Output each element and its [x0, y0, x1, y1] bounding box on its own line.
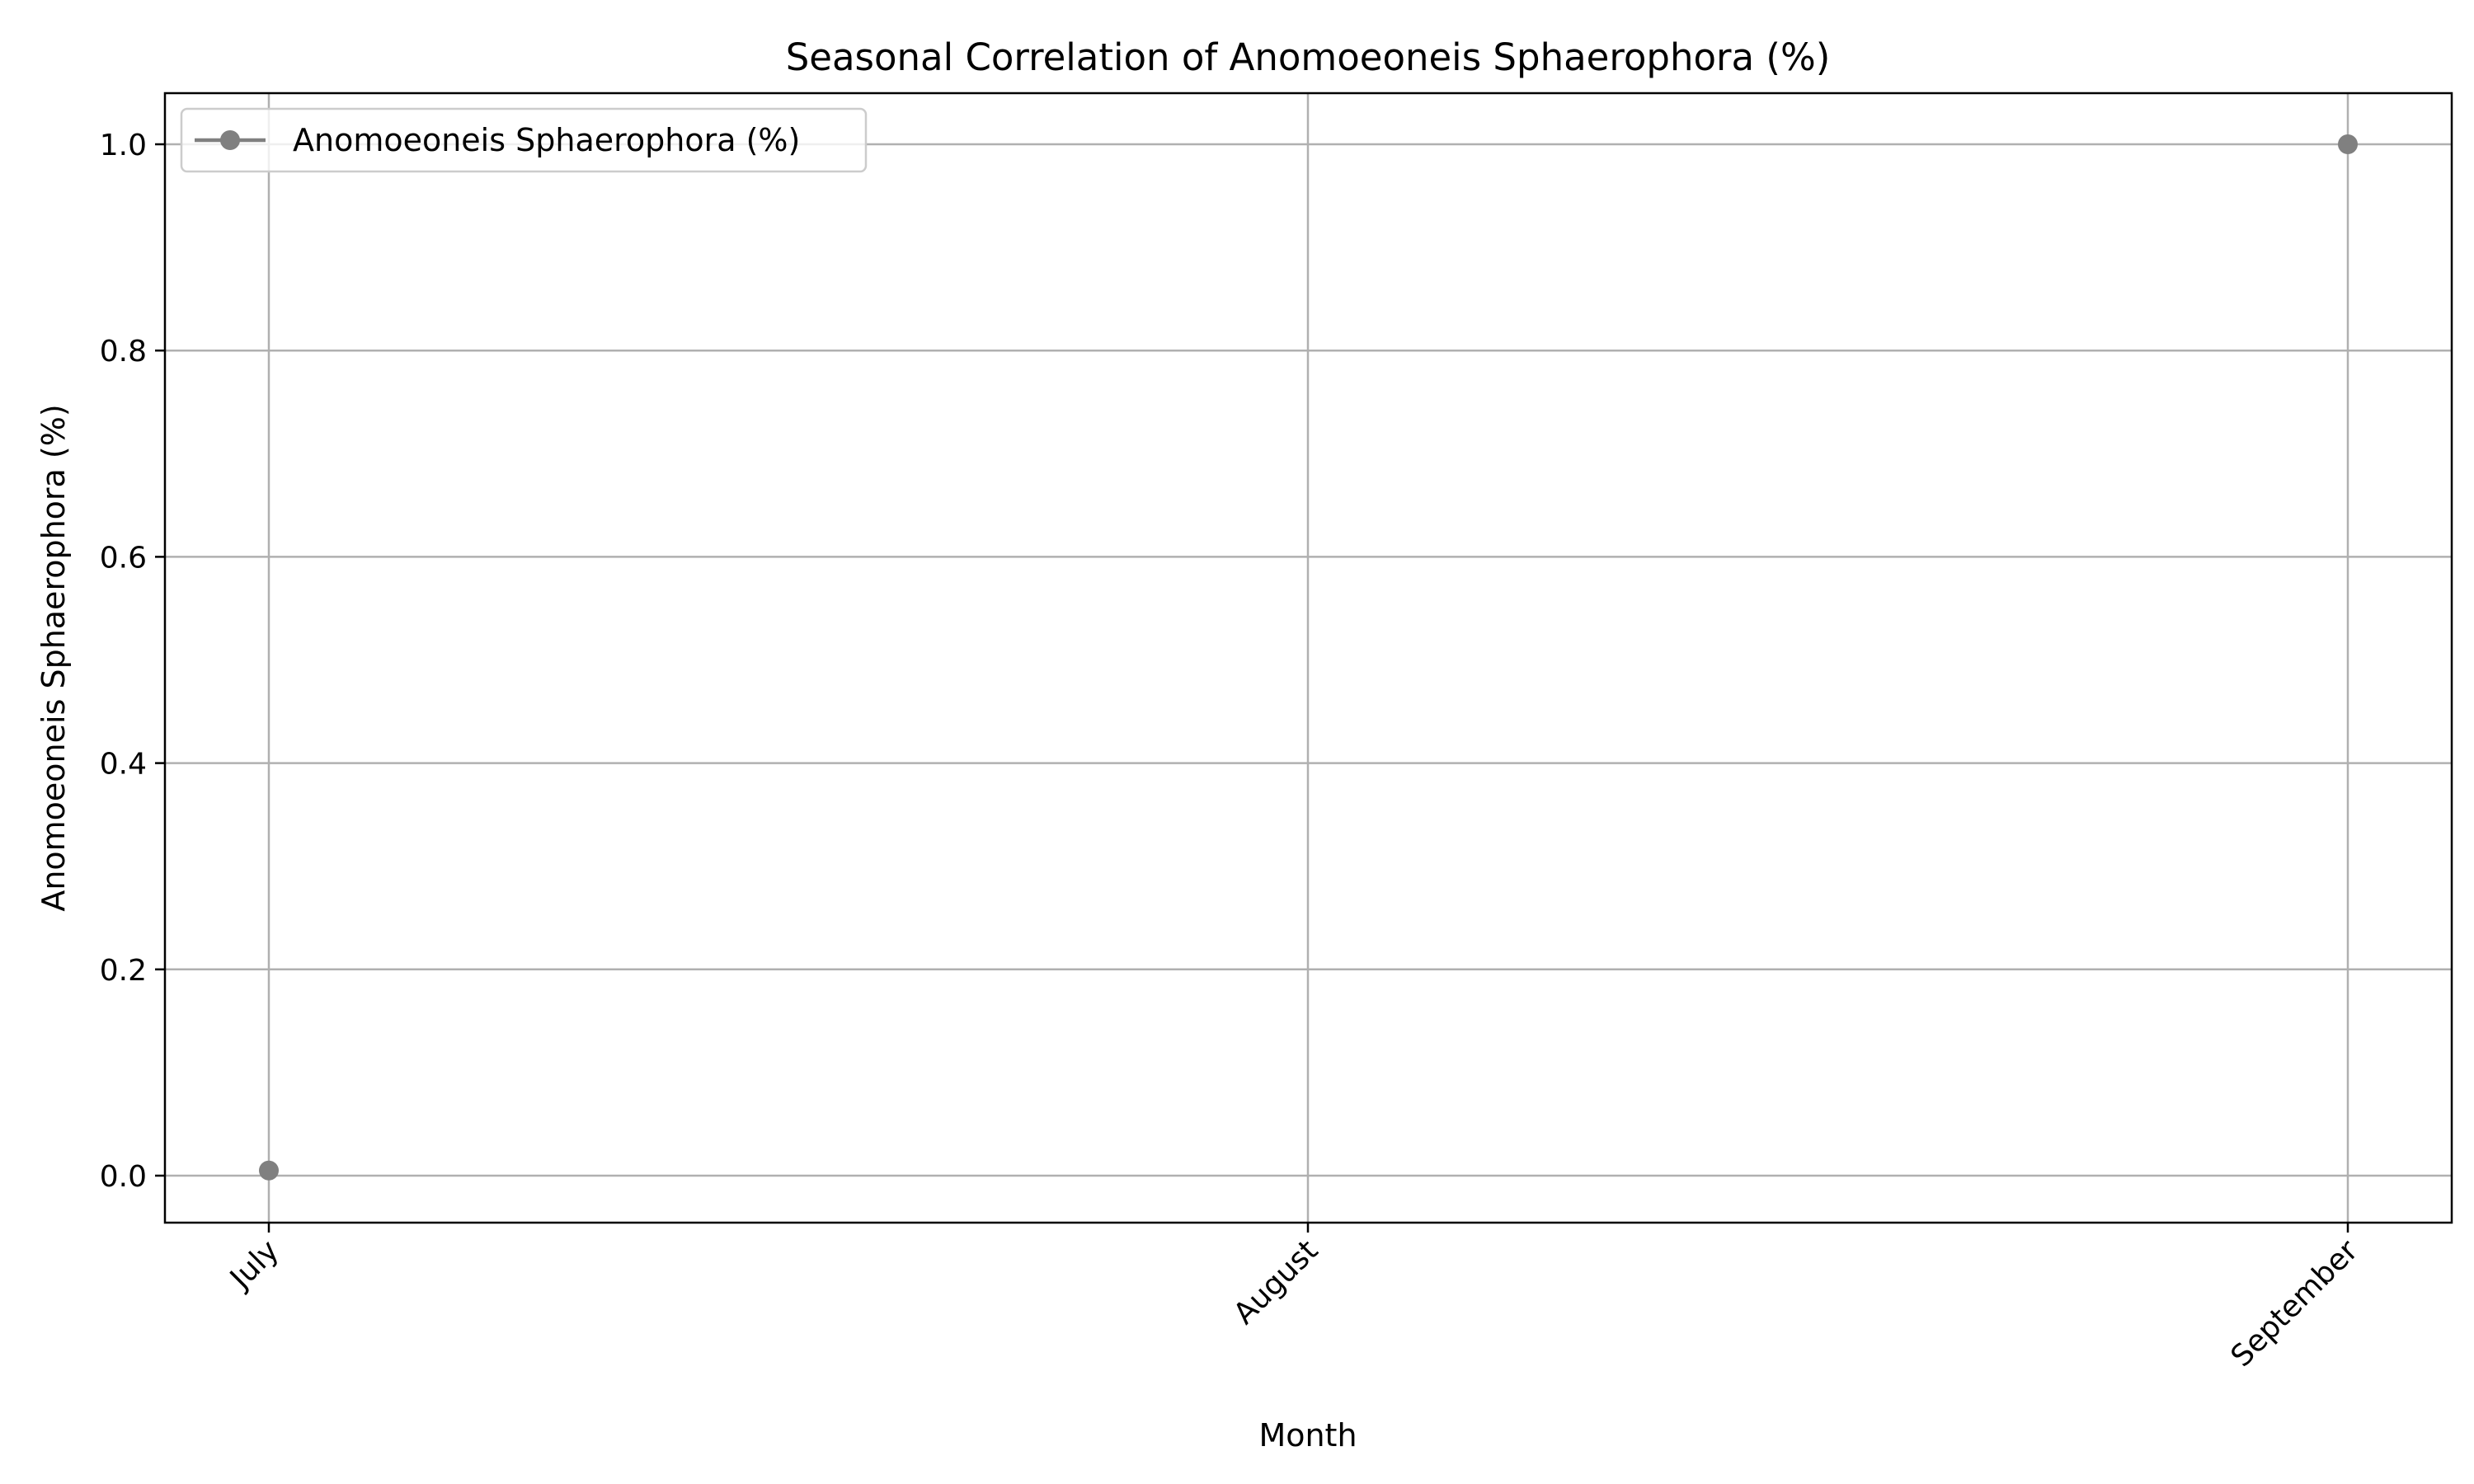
- y-tick-label: 1.0: [100, 129, 147, 162]
- data-point-july: [259, 1160, 279, 1181]
- series: [259, 134, 2358, 1181]
- legend-marker-swatch: [220, 130, 240, 150]
- y-tick-label: 0.2: [100, 954, 147, 988]
- y-tick-label: 0.4: [100, 748, 147, 782]
- chart-title: Seasonal Correlation of Anomoeoneis Spha…: [786, 35, 1831, 79]
- y-tick-label: 0.0: [100, 1160, 147, 1194]
- y-tick-label: 0.8: [100, 335, 147, 369]
- legend: Anomoeoneis Sphaerophora (%): [180, 107, 868, 173]
- legend-box: [180, 107, 868, 173]
- y-tick-label: 0.6: [100, 541, 147, 575]
- data-point-september: [2338, 134, 2358, 154]
- legend-label: Anomoeoneis Sphaerophora (%): [293, 122, 800, 158]
- x-axis-label: Month: [1258, 1417, 1357, 1453]
- y-axis-label: Anomoeoneis Sphaerophora (%): [35, 404, 72, 911]
